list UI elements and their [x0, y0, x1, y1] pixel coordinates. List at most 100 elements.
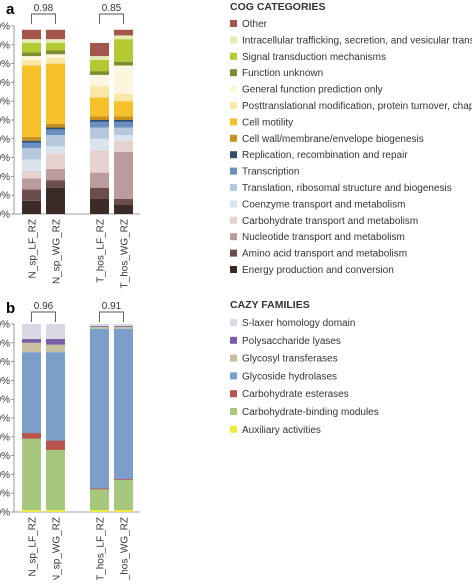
bar-segment — [22, 42, 41, 53]
legend-swatch — [230, 319, 237, 326]
bar-segment — [46, 168, 65, 181]
bar-segment — [22, 352, 41, 434]
legend-swatch — [230, 151, 237, 159]
bar-segment — [114, 324, 133, 326]
bar-segment — [46, 50, 65, 55]
legend-swatch — [230, 20, 237, 27]
bar-segment — [46, 57, 65, 64]
bar-segment — [114, 325, 133, 327]
legend-title: CAZY FAMILIES — [230, 299, 310, 311]
y-tick-label: 20% — [0, 172, 10, 183]
y-tick-label: 70% — [0, 376, 10, 387]
bar-segment — [114, 326, 133, 329]
bar-segment — [46, 187, 65, 214]
bar-segment — [22, 29, 41, 40]
panel-label: a — [6, 1, 15, 18]
legend-swatch — [230, 118, 237, 126]
legend-swatch — [230, 36, 237, 44]
bar-segment — [46, 127, 65, 130]
legend-label: Cell wall/membrane/envelope biogenesis — [242, 134, 424, 145]
bar-segment — [90, 116, 109, 120]
bar-segment — [46, 352, 65, 441]
bar-segment — [46, 449, 65, 511]
bar-segment — [114, 140, 133, 152]
category-label: N_sp_LF_RZ — [28, 219, 39, 278]
bar-segment — [114, 151, 133, 199]
bar-segment — [90, 121, 109, 128]
y-tick-label: 40% — [0, 134, 10, 145]
legend-title: COG CATEGORIES — [230, 1, 325, 13]
bar-segment — [90, 59, 109, 72]
bar-segment — [22, 433, 41, 439]
bar-segment — [46, 153, 65, 169]
legend-label: Function unknown — [242, 68, 323, 79]
bar-segment — [46, 135, 65, 147]
legend-label: Transcription — [242, 167, 299, 178]
bar-segment — [46, 440, 65, 450]
bar-segment — [22, 56, 41, 60]
bar-segment — [114, 198, 133, 205]
bar-segment — [90, 187, 109, 199]
bar-segment — [114, 480, 133, 511]
bar-segment — [22, 189, 41, 201]
legend-label: Polysaccharide lyases — [242, 336, 341, 347]
bar-segment — [114, 93, 133, 102]
y-tick-label: 30% — [0, 451, 10, 462]
bar-segment — [90, 489, 109, 511]
legend-label: Carbohydrate esterases — [242, 389, 349, 400]
legend-label: Cell motility — [242, 117, 293, 128]
bar-segment — [90, 120, 109, 122]
chart-panel-b: b0%10%20%30%40%50%60%70%80%90%100%Relati… — [0, 299, 379, 585]
bar-segment — [22, 148, 41, 160]
legend-swatch — [230, 408, 237, 415]
bar-segment — [22, 170, 41, 179]
legend-label: Signal transduction mechanisms — [242, 52, 386, 63]
bar-segment — [114, 35, 133, 40]
bar-segment — [46, 123, 65, 128]
bar-segment — [46, 63, 65, 124]
bracket — [31, 311, 56, 322]
legend-swatch — [230, 69, 237, 77]
bar-segment — [90, 42, 109, 57]
bar-segment — [46, 146, 65, 154]
bar-segment — [90, 74, 109, 87]
bar-segment — [90, 324, 109, 326]
legend-label: Other — [242, 19, 268, 30]
category-label: N_sp_LF_RZ — [28, 517, 39, 576]
bar-segment — [90, 71, 109, 75]
bar-segment — [22, 59, 41, 66]
bar-segment — [46, 324, 65, 340]
legend-label: General function prediction only — [242, 85, 383, 96]
bracket-label: 0.98 — [34, 3, 54, 14]
bar-segment — [22, 339, 41, 343]
bar-segment — [114, 135, 133, 141]
bar-segment — [90, 326, 109, 329]
bar-segment — [90, 325, 109, 327]
bar-segment — [90, 198, 109, 214]
bar-segment — [90, 138, 109, 151]
bar-segment — [22, 510, 41, 512]
bracket — [99, 311, 124, 322]
bracket — [99, 13, 124, 24]
legend-label: Carbohydrate transport and metabolism — [242, 216, 418, 227]
bar-segment — [90, 86, 109, 98]
chart-panel-a: a0%10%20%30%40%50%60%70%80%90%100%Relati… — [0, 1, 472, 288]
category-label: T_hos_WG_RZ — [120, 517, 131, 580]
legend-swatch — [230, 354, 237, 362]
legend-swatch — [230, 249, 237, 257]
bar-segment — [22, 39, 41, 43]
legend-swatch — [230, 425, 237, 433]
bar-segment — [22, 136, 41, 141]
category-label: N_sp_WG_RZ — [52, 219, 63, 284]
legend-swatch — [230, 184, 237, 191]
y-tick-label: 90% — [0, 338, 10, 349]
bar-segment — [22, 342, 41, 353]
bar-segment — [90, 510, 109, 512]
y-tick-label: 30% — [0, 153, 10, 164]
bar-segment — [22, 142, 41, 149]
bar-segment — [22, 178, 41, 190]
legend-swatch — [230, 390, 237, 398]
bar-segment — [90, 127, 109, 139]
y-tick-label: 90% — [0, 40, 10, 51]
bracket-label: 0.91 — [102, 301, 122, 312]
